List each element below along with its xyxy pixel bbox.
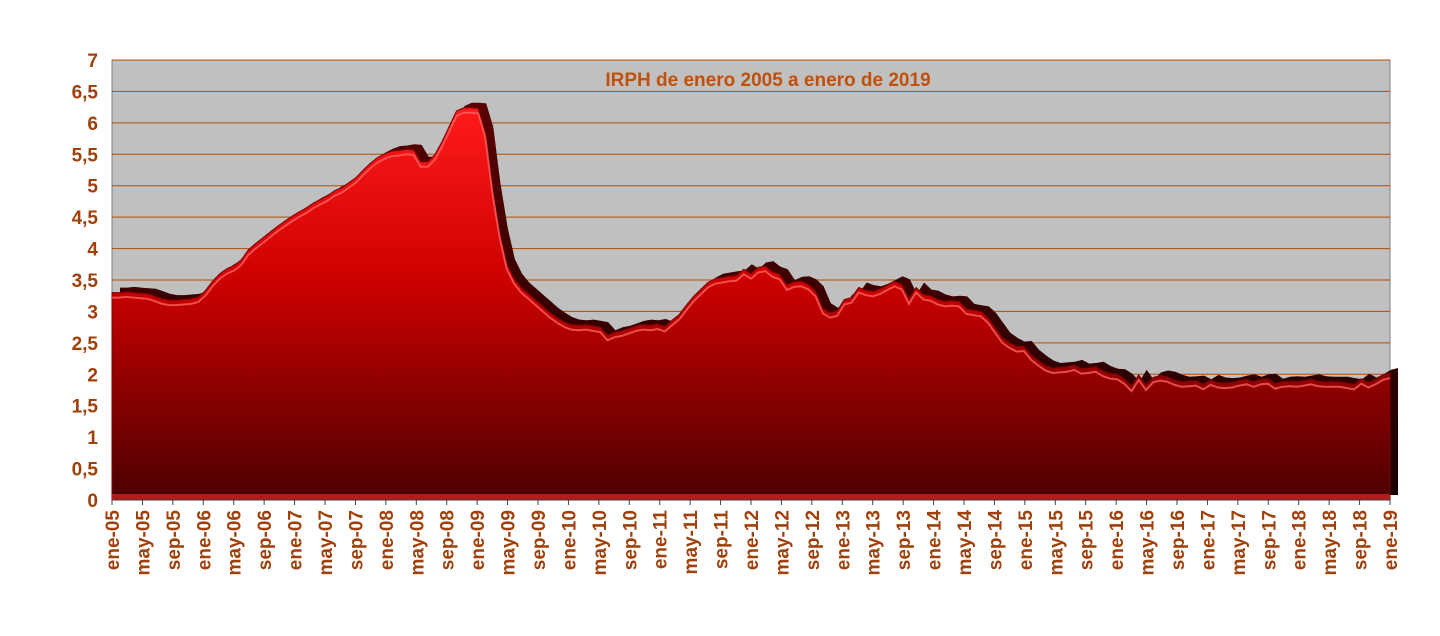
x-tick-label: may-15 [1046,510,1067,576]
x-tick-label: may-09 [499,510,520,576]
x-tick-label: ene-17 [1198,510,1219,570]
y-tick-label: 5 [87,177,98,198]
x-tick-label: may-13 [864,510,885,576]
x-tick-label: may-10 [590,510,611,576]
x-tick-label: sep-08 [438,510,459,570]
y-tick-label: 4,5 [72,208,99,229]
y-axis: 0 0,5 1 1,5 2 2,5 3 3,5 4 4,5 5 5,5 6 6,5 7 [72,51,99,512]
x-tick-label: ene-14 [925,510,946,571]
x-tick-label: sep-06 [255,510,276,570]
x-axis: ene-05 may-05 sep-05 ene-06 may-06 sep-06 ene-… [103,499,1402,576]
x-tick-label: may-11 [681,510,702,575]
y-tick-label: 6 [87,114,98,135]
chart-title: IRPH de enero 2005 a enero de 2019 [605,70,930,91]
x-tick-label: sep-11 [712,510,733,570]
x-tick-label: may-16 [1138,510,1159,576]
x-tick-label: sep-14 [985,510,1006,571]
x-tick-label: may-17 [1229,510,1250,576]
y-tick-label: 0,5 [72,460,99,481]
x-tick-label: ene-18 [1290,510,1311,570]
x-tick-label: may-12 [772,510,793,576]
x-tick-label: sep-13 [894,510,915,570]
x-tick-label: sep-09 [529,510,550,570]
area-base [112,494,1390,500]
y-tick-label: 1 [87,428,98,449]
y-tick-label: 3,5 [72,271,99,292]
y-tick-label: 0 [87,491,98,512]
series-area [111,102,1398,501]
y-tick-label: 1,5 [72,397,99,418]
x-tick-label: ene-19 [1381,510,1402,570]
x-tick-label: sep-07 [346,510,367,570]
x-tick-label: ene-08 [377,510,398,570]
x-tick-label: may-08 [407,510,428,576]
x-tick-label: ene-10 [559,510,580,570]
x-tick-label: may-18 [1320,510,1341,576]
x-tick-label: sep-12 [803,510,824,570]
x-tick-label: ene-16 [1107,510,1128,570]
x-tick-label: may-07 [316,510,337,576]
x-tick-label: ene-13 [833,510,854,570]
y-tick-label: 2,5 [72,334,99,355]
area-highlight [112,111,1391,393]
x-tick-label: ene-12 [742,510,763,570]
x-tick-label: ene-07 [286,510,307,570]
y-tick-label: 2 [87,365,98,386]
x-tick-label: sep-16 [1168,510,1189,570]
x-tick-label: ene-15 [1016,510,1037,571]
x-tick-label: may-05 [133,510,154,576]
y-tick-label: 3 [87,302,98,323]
y-tick-label: 6,5 [72,82,99,103]
x-tick-label: ene-05 [103,510,124,571]
x-tick-label: ene-09 [468,510,489,570]
y-tick-label: 5,5 [72,145,99,166]
x-tick-label: sep-10 [620,510,641,570]
x-tick-label: sep-15 [1077,510,1098,571]
area-fill [111,107,1391,501]
x-tick-label: may-14 [955,510,976,576]
y-tick-label: 4 [87,240,98,261]
x-tick-label: sep-05 [164,510,185,571]
x-tick-label: ene-11 [651,510,672,570]
x-tick-label: sep-17 [1259,510,1280,570]
y-tick-label: 7 [87,51,98,72]
x-tick-label: sep-18 [1351,510,1372,570]
x-tick-label: ene-06 [194,510,215,570]
x-tick-label: may-06 [225,510,246,576]
